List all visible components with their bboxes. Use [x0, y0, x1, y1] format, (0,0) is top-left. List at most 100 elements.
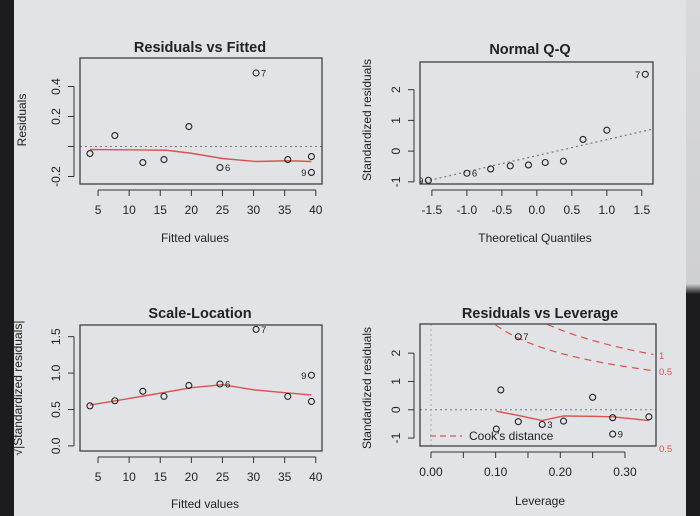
data-point [524, 161, 533, 169]
x-tick-label: 0.00 [419, 465, 443, 479]
data-point [641, 70, 649, 78]
x-axis-label: Fitted values [161, 231, 229, 245]
data-point [559, 157, 567, 165]
plot-area: 6 7 9 [80, 69, 322, 179]
data-point [609, 430, 617, 438]
plot-frame [79, 57, 323, 185]
data-point [111, 132, 119, 140]
x-tick-label: 1.0 [598, 203, 615, 217]
panel-scale-location: 6 7 9 5 10 15 20 25 30 35 40 0.0 0.5 1.0 1.5 Scale-Loca… [11, 306, 323, 511]
point-label: 6 [225, 163, 230, 174]
x-axis-label: Fitted values [171, 497, 239, 511]
point-label: 3 [547, 420, 552, 431]
point-label: 9 [618, 430, 623, 441]
x-tick-label: 0.30 [613, 465, 637, 479]
data-point [139, 387, 147, 395]
data-point [492, 425, 500, 433]
chart-title: Residuals vs Leverage [462, 306, 618, 322]
x-tick-label: -1.0 [457, 203, 478, 217]
chart-title: Residuals vs Fitted [134, 40, 266, 56]
y-tick-label: 2 [389, 86, 403, 93]
data-point [307, 397, 315, 406]
data-point [252, 69, 260, 77]
x-tick-label: 20 [185, 470, 199, 484]
x-tick-label: 30 [247, 470, 261, 484]
point-label: 7 [523, 332, 528, 343]
plot-frame [419, 323, 657, 447]
data-point [185, 123, 193, 131]
y-tick-label: -0.2 [49, 166, 63, 187]
data-point [185, 381, 193, 390]
x-tick-label: 10 [122, 470, 136, 484]
data-point [424, 176, 432, 184]
point-label: 6 [472, 169, 477, 180]
x-tick-label: 0.10 [484, 465, 508, 479]
point-label: 9 [418, 176, 423, 187]
point-label: 7 [261, 69, 266, 80]
panel-normal-q-q: 9 6 7 -1.5 -1.0 -0.5 0.0 0.5 1.0 1.5 -1 0 1 2 Normal Q… [360, 42, 654, 245]
cooks-distance-contour [495, 324, 654, 372]
y-tick-label: 1.0 [49, 364, 63, 381]
x-tick-label: 0.0 [529, 203, 546, 217]
panel-residuals-vs-fitted: 6 7 9 5 10 15 20 25 30 35 40 -0.2 0.2 0.4 Residuals vs… [15, 40, 323, 245]
y-tick-label: 2 [389, 349, 403, 356]
x-tick-label: 25 [216, 203, 230, 217]
x-tick-label: 35 [278, 470, 292, 484]
x-tick-label: -1.5 [422, 203, 443, 217]
x-tick-label: -0.5 [492, 203, 513, 217]
x-tick-label: 40 [309, 203, 323, 217]
data-point [252, 325, 260, 333]
x-tick-label: 20 [185, 203, 199, 217]
data-point [506, 162, 514, 170]
x-tick-label: 15 [154, 470, 168, 484]
data-point [514, 333, 522, 341]
x-tick-label: 5 [95, 203, 102, 217]
data-point [487, 165, 495, 173]
data-point [216, 380, 224, 388]
x-tick-label: 10 [122, 203, 136, 217]
plot-frame [79, 324, 323, 452]
y-tick-label: -1 [389, 176, 403, 187]
data-point [589, 393, 597, 401]
smoother-line [496, 410, 649, 422]
y-axis-label: √|Standardized residuals| [11, 321, 25, 456]
x-tick-label: 15 [154, 203, 168, 217]
data-point [284, 392, 292, 400]
chart-title: Normal Q-Q [489, 42, 570, 58]
data-point [497, 386, 505, 394]
chart-title: Scale-Location [148, 306, 251, 322]
point-label: 9 [301, 168, 306, 179]
data-point [284, 156, 292, 164]
y-tick-label: 0.4 [49, 78, 63, 95]
point-label: 9 [301, 371, 306, 382]
y-tick-label: 0 [389, 406, 403, 413]
data-point [307, 168, 315, 176]
data-point [579, 135, 587, 143]
x-tick-label: 0.5 [563, 203, 580, 217]
data-point [603, 126, 611, 134]
data-point [609, 414, 617, 422]
y-axis-label: Residuals [15, 94, 29, 147]
y-axis-label: Standardized residuals [360, 59, 374, 181]
x-tick-label: 5 [95, 470, 102, 484]
x-axis-label: Theoretical Quantiles [478, 231, 591, 245]
data-point [160, 392, 168, 400]
y-tick-label: 0.5 [49, 401, 63, 418]
data-point [645, 413, 653, 421]
data-point [86, 150, 94, 158]
data-point [514, 418, 522, 426]
data-point [216, 163, 224, 172]
x-axis-label: Leverage [515, 494, 565, 508]
screen-bezel-right [686, 0, 700, 516]
data-point [541, 158, 549, 167]
point-label: 7 [635, 70, 640, 81]
qq-line [420, 128, 653, 184]
data-point [86, 402, 94, 410]
legend-label: Cook's distance [469, 429, 554, 443]
x-tick-label: 40 [309, 470, 323, 484]
y-axis-label: Standardized residuals [360, 327, 374, 449]
y-tick-label: 1.5 [49, 328, 63, 345]
point-label: 7 [261, 325, 266, 336]
x-tick-label: 1.5 [633, 203, 650, 217]
